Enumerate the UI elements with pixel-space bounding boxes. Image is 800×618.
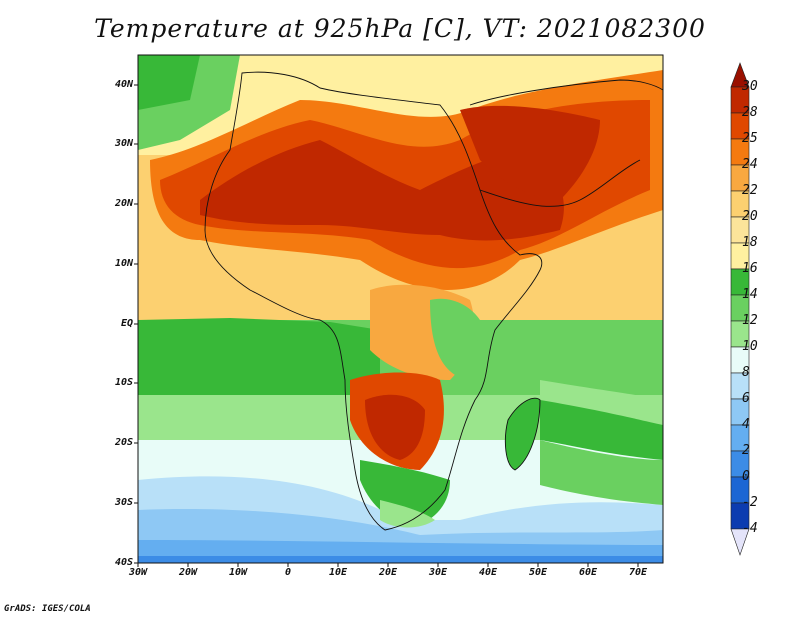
coastlines xyxy=(204,71,663,531)
colorbar-bottom-arrow xyxy=(730,528,750,556)
colorbar-label: 22 xyxy=(742,183,758,198)
colorbar-label: 24 xyxy=(742,157,758,172)
colorbar-label: 10 xyxy=(742,339,758,354)
colorbar-label: 2 xyxy=(742,443,750,458)
colorbar-label: 16 xyxy=(742,261,758,276)
colorbar-label: 20 xyxy=(742,209,758,224)
colorbar-label: 14 xyxy=(742,287,758,302)
lon-label: 0 xyxy=(284,567,292,578)
lon-label: 30E xyxy=(428,567,448,578)
colorbar-label: 0 xyxy=(742,469,750,484)
grads-credit: GrADS: IGES/COLA xyxy=(4,604,91,614)
lon-label: 10W xyxy=(228,567,248,578)
lon-label: 20E xyxy=(378,567,398,578)
lat-label: 10N xyxy=(114,258,133,269)
lat-label: 30S xyxy=(114,497,133,508)
colorbar-label: 30 xyxy=(742,79,758,94)
lon-label: 10E xyxy=(328,567,348,578)
lat-label: EQ xyxy=(120,318,133,329)
colorbar-label: 28 xyxy=(742,105,758,120)
colorbar-label: 6 xyxy=(742,391,750,406)
colorbar-label: 8 xyxy=(742,365,750,380)
colorbar-label: -2 xyxy=(742,495,758,510)
lon-label: 30W xyxy=(128,567,148,578)
colorbar-label: 12 xyxy=(742,313,758,328)
lat-label: 40N xyxy=(114,79,133,90)
lon-label: 20W xyxy=(178,567,198,578)
colorbar-label: 25 xyxy=(742,131,758,146)
plot-frame xyxy=(137,54,664,564)
lon-label: 50E xyxy=(528,567,548,578)
colorbar-label: 4 xyxy=(742,417,750,432)
colorbar-label: 18 xyxy=(742,235,758,250)
lat-label: 40S xyxy=(114,557,133,568)
lat-label: 20N xyxy=(114,198,133,209)
axis-ticks xyxy=(134,84,639,567)
colorbar xyxy=(730,62,750,556)
lon-label: 40E xyxy=(478,567,498,578)
map-title: Temperature at 925hPa [C], VT: 202108230… xyxy=(94,14,706,43)
lon-label: 70E xyxy=(628,567,648,578)
lat-label: 20S xyxy=(114,437,133,448)
lat-label: 30N xyxy=(114,138,133,149)
temperature-field xyxy=(138,55,663,563)
colorbar-label: -4 xyxy=(742,521,758,536)
lat-label: 10S xyxy=(114,377,133,388)
lon-label: 60E xyxy=(578,567,598,578)
